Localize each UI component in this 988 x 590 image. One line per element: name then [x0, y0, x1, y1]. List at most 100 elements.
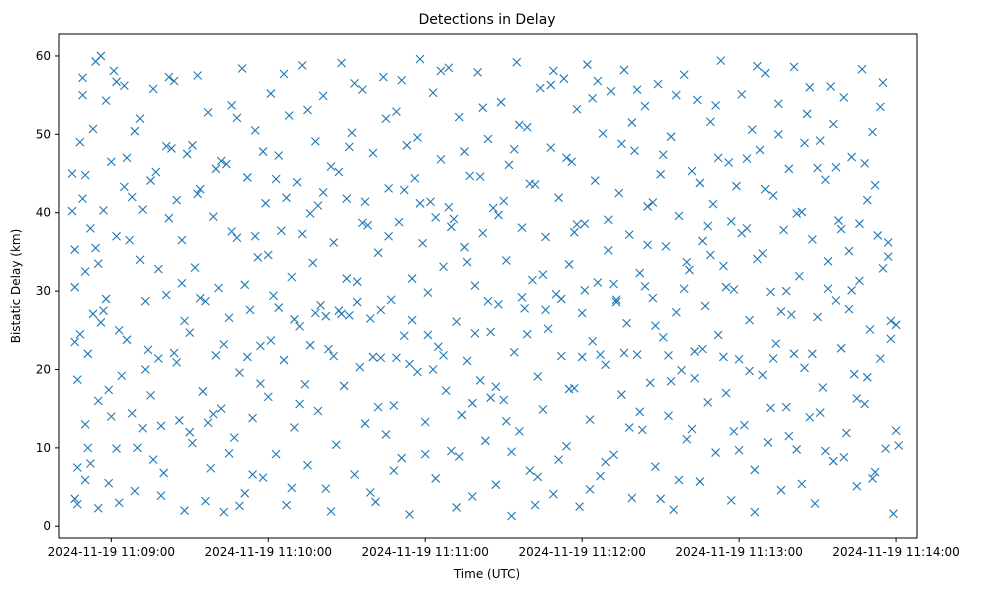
- data-point: [868, 474, 877, 483]
- data-point: [784, 431, 794, 441]
- data-point: [491, 480, 501, 490]
- data-point: [436, 155, 446, 164]
- data-point: [745, 315, 754, 325]
- data-point: [138, 205, 148, 214]
- data-point: [596, 350, 605, 359]
- data-point: [339, 381, 349, 391]
- data-point: [402, 140, 412, 150]
- data-point: [771, 339, 781, 349]
- data-point: [93, 259, 103, 269]
- data-point: [839, 93, 849, 102]
- data-point: [193, 71, 203, 80]
- data-point: [308, 258, 318, 268]
- data-point: [528, 275, 537, 285]
- data-point: [394, 217, 404, 227]
- data-point: [640, 101, 650, 111]
- data-point: [188, 140, 197, 150]
- data-point: [823, 284, 833, 294]
- data-point: [603, 215, 613, 225]
- data-point: [407, 274, 417, 283]
- data-point: [164, 213, 174, 223]
- data-point: [768, 191, 778, 200]
- data-point: [836, 343, 846, 353]
- data-point: [721, 388, 731, 398]
- data-point: [862, 195, 872, 205]
- data-point: [389, 401, 399, 410]
- data-point: [758, 249, 768, 258]
- data-point: [219, 507, 229, 517]
- data-point: [405, 359, 414, 369]
- data-point: [112, 231, 121, 241]
- data-point: [881, 444, 890, 454]
- data-point: [439, 350, 448, 360]
- x-tick-label: 2024-11-19 11:09:00: [48, 545, 175, 559]
- data-point: [685, 265, 694, 275]
- data-point: [250, 231, 260, 241]
- data-point: [886, 334, 896, 344]
- data-point: [567, 157, 577, 167]
- data-point: [711, 100, 720, 110]
- data-point: [109, 66, 119, 76]
- data-point: [541, 305, 550, 315]
- data-point: [276, 226, 286, 236]
- data-point: [112, 444, 121, 454]
- data-point: [229, 433, 239, 443]
- data-point: [318, 187, 328, 197]
- data-point: [596, 471, 605, 481]
- data-point: [428, 365, 438, 374]
- data-point: [844, 246, 854, 256]
- data-point: [695, 178, 705, 188]
- data-point: [543, 324, 553, 334]
- data-point: [91, 243, 101, 253]
- data-point: [423, 288, 433, 298]
- data-point: [802, 109, 812, 119]
- data-point: [405, 510, 414, 519]
- data-point: [436, 66, 446, 76]
- data-point: [334, 167, 344, 177]
- data-point: [823, 256, 833, 266]
- data-point: [742, 154, 752, 164]
- data-point: [67, 206, 77, 216]
- data-point: [271, 174, 281, 184]
- data-point: [258, 147, 268, 156]
- data-point: [431, 474, 441, 483]
- data-point: [446, 446, 456, 456]
- data-point: [509, 347, 519, 357]
- data-point: [96, 51, 106, 61]
- data-point: [787, 310, 796, 319]
- data-point: [350, 470, 359, 479]
- data-point: [875, 102, 885, 112]
- data-point: [669, 505, 679, 515]
- data-point: [72, 499, 82, 509]
- data-point: [195, 293, 205, 303]
- data-point: [632, 350, 642, 359]
- data-point: [373, 402, 383, 412]
- data-point: [88, 124, 98, 134]
- y-axis: 0 10 20 30 40 50 60: [36, 49, 59, 533]
- data-point: [792, 209, 802, 218]
- plot-frame: [58, 33, 918, 539]
- data-point: [494, 300, 503, 309]
- data-point: [499, 395, 509, 405]
- data-point: [329, 351, 339, 361]
- data-point: [760, 184, 770, 194]
- data-point: [724, 158, 734, 167]
- data-point: [658, 332, 668, 342]
- data-point: [130, 486, 140, 496]
- data-point: [671, 90, 681, 100]
- data-point: [483, 134, 493, 144]
- data-point: [805, 82, 815, 92]
- data-point: [562, 441, 571, 451]
- data-point: [494, 210, 503, 220]
- data-point: [201, 496, 210, 506]
- data-point: [734, 354, 744, 364]
- data-point: [208, 212, 218, 222]
- data-point: [373, 248, 383, 258]
- data-point: [282, 193, 291, 203]
- data-point: [569, 227, 579, 237]
- data-point: [747, 125, 757, 135]
- data-point: [737, 228, 747, 238]
- data-point: [198, 387, 208, 396]
- data-point: [358, 218, 367, 228]
- data-point: [781, 402, 791, 412]
